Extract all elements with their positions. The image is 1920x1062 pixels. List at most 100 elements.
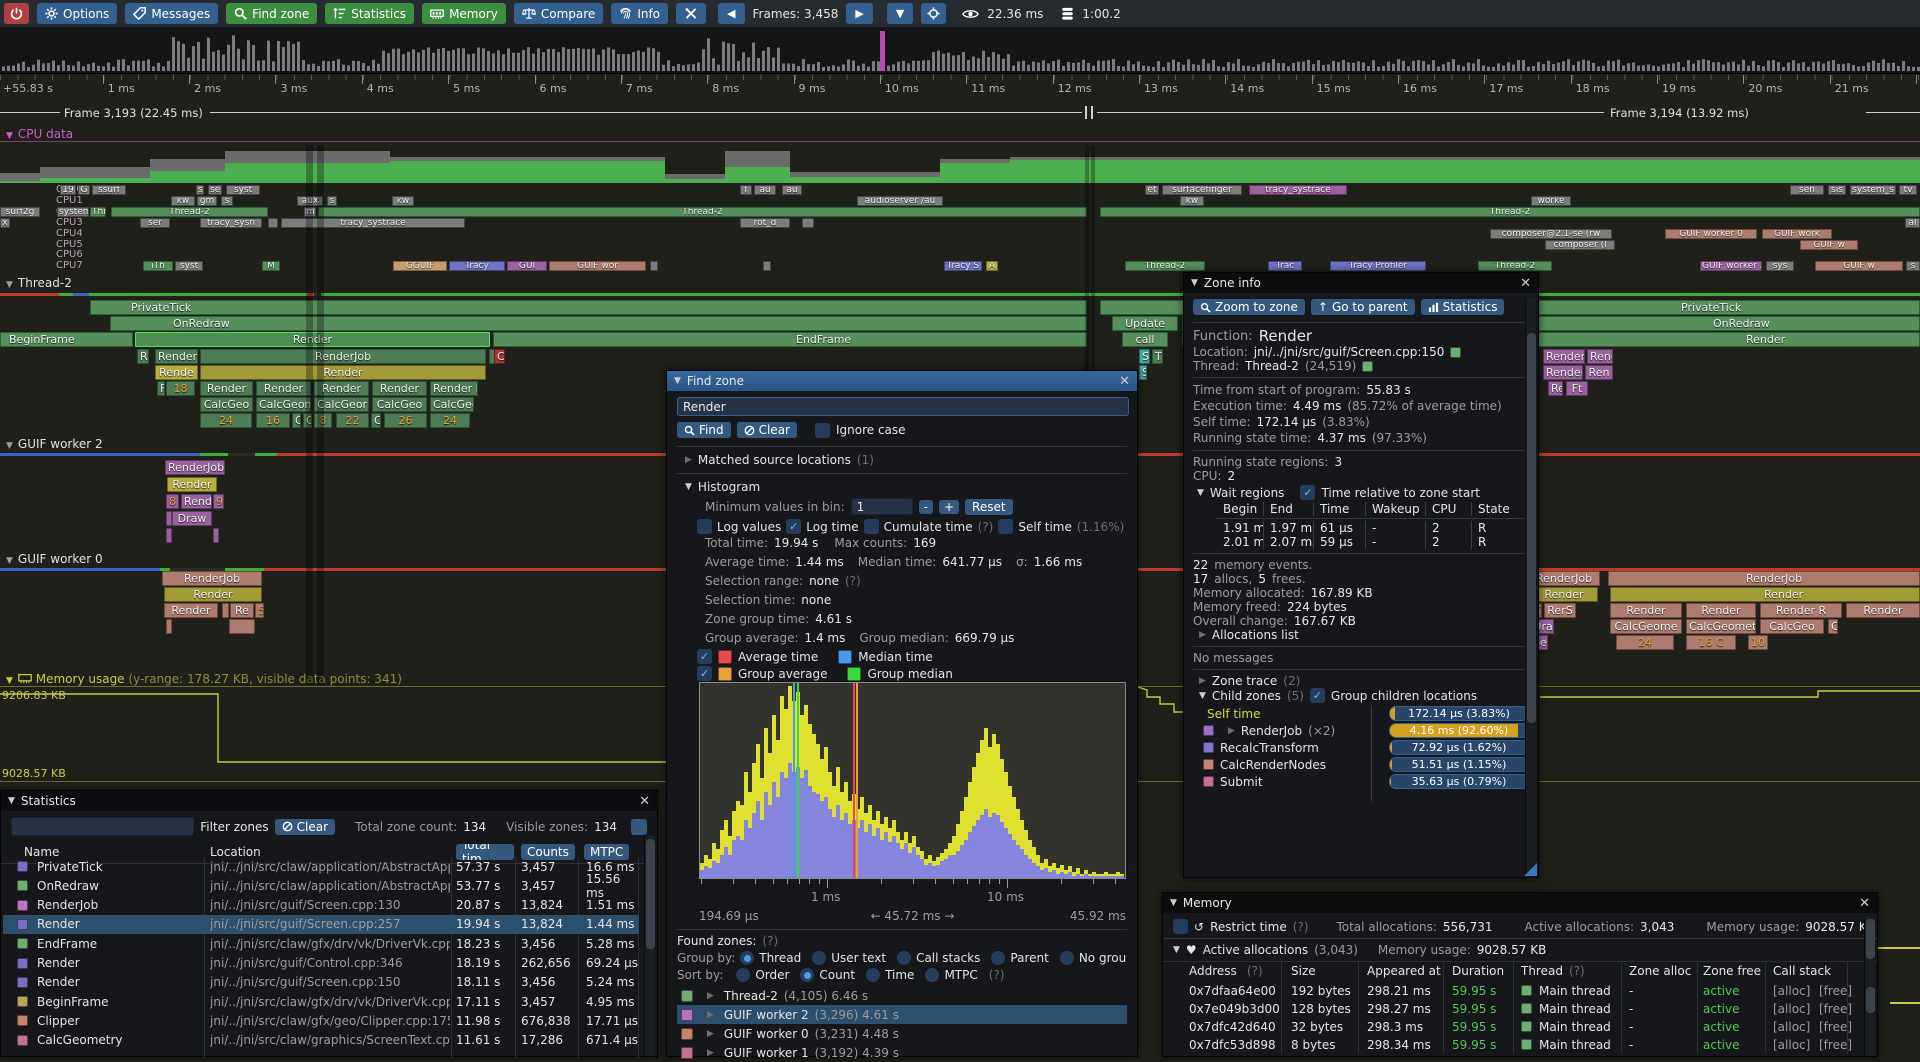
timeline-zone[interactable]: Update	[1112, 316, 1178, 331]
table-row[interactable]: EndFrame jni/../jni/src/claw/gfx/drv/vk/D…	[3, 934, 639, 953]
timeline-zone[interactable]: CalcGeo	[430, 397, 474, 412]
timeline-zone[interactable]	[222, 603, 229, 618]
bin-minus-button[interactable]: -	[918, 499, 933, 514]
zone-location[interactable]: jni/../jni/src/guif/Screen.cpp:150	[1253, 345, 1445, 359]
cpu-zone[interactable]: GUIF worker 2	[1700, 261, 1762, 272]
memory-titlebar[interactable]: ▼ Memory ✕	[1163, 893, 1877, 913]
cpu-zone[interactable]: iTh	[143, 261, 173, 272]
timeline-zone[interactable]: 22	[336, 413, 369, 428]
close-icon[interactable]: ✕	[1520, 275, 1531, 291]
found-zone-group[interactable]: ▶ GUIF worker 0 (3,231) 4.48 s	[677, 1024, 1127, 1043]
timeline-zone[interactable]: CalcGeomet	[1686, 619, 1756, 634]
cpu-zone[interactable]: sys	[1766, 261, 1794, 272]
col-location[interactable]: Location	[210, 845, 261, 859]
timeline-zone[interactable]: Render	[164, 587, 262, 602]
table-row[interactable]: Render jni/../jni/src/guif/Screen.cpp:150…	[3, 973, 639, 992]
collapse-icon[interactable]: ▼	[8, 796, 15, 806]
messages-button[interactable]: Messages	[125, 3, 219, 24]
found-zone-group[interactable]: ▶ GUIF worker 1 (3,192) 4.39 s	[677, 1043, 1127, 1062]
zone-info-titlebar[interactable]: ▼ Zone info ✕	[1184, 273, 1538, 293]
relative-time-checkbox[interactable]: ✓	[1300, 485, 1316, 500]
group-by-radio[interactable]	[740, 951, 755, 965]
find-zone-button[interactable]: Find zone	[226, 3, 318, 24]
cpu-zone[interactable]: GUIF work	[1762, 228, 1832, 239]
callstack-alloc[interactable]: [alloc]	[1773, 1020, 1811, 1034]
timeline-zone[interactable]: Render	[314, 381, 369, 396]
memory-col[interactable]: Appeared at	[1367, 964, 1441, 978]
table-row[interactable]: Render jni/../jni/src/guif/Control.cpp:34…	[3, 954, 639, 973]
expand-icon[interactable]: ▶	[707, 1009, 714, 1020]
sort-by-radio[interactable]	[866, 968, 881, 982]
timeline-zone[interactable]: Render	[256, 381, 311, 396]
child-zones-label[interactable]: Child zones	[1211, 688, 1281, 703]
cpu-zone[interactable]: Tracy Profiler	[1330, 261, 1426, 272]
cpu-zone[interactable]: se	[208, 185, 222, 195]
cpu-zone[interactable]: 19	[60, 185, 76, 195]
zone-name[interactable]: Clipper	[37, 1013, 80, 1028]
next-frame-button[interactable]: ▶	[846, 3, 873, 24]
memory-col[interactable]: Zone alloc	[1629, 964, 1692, 978]
cpu-zone[interactable]: GUIF worker 0	[1665, 228, 1757, 239]
options-button[interactable]: Options	[37, 3, 118, 24]
cpu-zone[interactable]: Thread-2	[318, 206, 1087, 217]
bin-plus-button[interactable]: +	[938, 499, 960, 514]
resize-grip[interactable]	[1524, 863, 1537, 876]
log-time-checkbox[interactable]: ✓	[786, 519, 802, 534]
cpu-zone[interactable]: et	[1145, 185, 1159, 195]
cpu-zone[interactable]: tracy_sysn	[200, 217, 262, 228]
memory-scrollbar[interactable]	[1864, 917, 1875, 1055]
timeline-zone[interactable]: C	[1828, 619, 1838, 634]
timeline-zone[interactable]	[166, 528, 172, 543]
table-row[interactable]: Render jni/../jni/src/guif/Screen.cpp:257…	[3, 914, 639, 934]
group-by-radio[interactable]	[991, 951, 1006, 965]
reset-button[interactable]: Reset	[965, 498, 1013, 515]
allocations-list-label[interactable]: Allocations list	[1211, 628, 1299, 642]
timeline-zone[interactable]: 16	[256, 413, 290, 428]
timeline-zone[interactable]: Render	[164, 603, 218, 618]
address[interactable]: 0x7dfaa64e00	[1189, 984, 1276, 998]
memory-usage-header[interactable]: ▼ Memory usage (y-range: 178.27 KB, visi…	[6, 672, 402, 686]
timeline-zone[interactable]: Render	[372, 381, 427, 396]
timeline-zone[interactable]	[229, 619, 255, 634]
cpu-data-header[interactable]: ▼ CPU data	[6, 127, 74, 141]
cpu-zone[interactable]: s	[1906, 261, 1920, 272]
timeline-zone[interactable]: BeginFrame	[0, 332, 133, 347]
active-allocations-label[interactable]: Active allocations	[1202, 943, 1309, 957]
cpu-zone[interactable]	[802, 217, 814, 228]
axis-span[interactable]: ← 45.72 ms →	[870, 909, 955, 923]
timeline-zone[interactable]: Ren	[1585, 365, 1613, 380]
cpu-zone[interactable]	[763, 261, 771, 272]
cpu-zone[interactable]: rot_d	[740, 217, 790, 228]
go-to-parent-button[interactable]: ↑ Go to parent	[1310, 299, 1415, 315]
search-input[interactable]: Render	[677, 397, 1129, 416]
cpu-zone[interactable]: f	[740, 185, 752, 195]
timeline-zone[interactable]: Rende	[155, 365, 198, 380]
timeline-zone[interactable]: EndFrame	[493, 332, 1087, 347]
memory-row[interactable]: 0x7e049b3d00 128 bytes 298.27 ms 59.95 s Mai…	[1163, 1000, 1863, 1018]
expand-icon[interactable]: ▶	[1228, 725, 1235, 736]
ignore-case-checkbox[interactable]: ✓	[814, 422, 830, 438]
cpu-zone[interactable]: kw	[171, 195, 195, 206]
cpu-zone[interactable]: worke	[1531, 195, 1571, 206]
zone-trace-label[interactable]: Zone trace	[1211, 674, 1278, 688]
find-zone-titlebar[interactable]: ▼ Find zone ✕	[667, 371, 1137, 391]
timeline-zone[interactable]: CalcGeo	[200, 397, 253, 412]
col-mtpc[interactable]: MTPC	[584, 844, 630, 860]
zone-name[interactable]: PrivateTick	[37, 859, 103, 874]
memory-col[interactable]: Call stack	[1773, 964, 1832, 978]
timeline-zone[interactable]: 26	[384, 413, 427, 428]
child-zone-row[interactable]: RecalcTransform 72.92 µs (1.62%)	[1193, 739, 1529, 756]
memory-col[interactable]: Address	[1189, 964, 1237, 978]
timeline-zone[interactable]: Render	[1543, 365, 1583, 380]
found-zone-group[interactable]: ▶ Thread-2 (4,105) 6.46 s	[677, 986, 1127, 1005]
appeared-at[interactable]: 298.34 ms	[1367, 1038, 1431, 1052]
appeared-at[interactable]: 298.27 ms	[1367, 1002, 1431, 1016]
timeline-zone[interactable]	[166, 619, 172, 634]
timeline-zone[interactable]: T1	[1152, 349, 1163, 364]
timeline-zone[interactable]: Render R	[1760, 603, 1842, 618]
timeline-zone[interactable]: F	[157, 381, 165, 396]
cpu-zone[interactable]: kw	[392, 195, 414, 206]
callstack-alloc[interactable]: [alloc]	[1773, 1002, 1811, 1016]
child-name[interactable]: RenderJob	[1240, 723, 1303, 738]
zone-name[interactable]: OnRedraw	[37, 878, 99, 893]
